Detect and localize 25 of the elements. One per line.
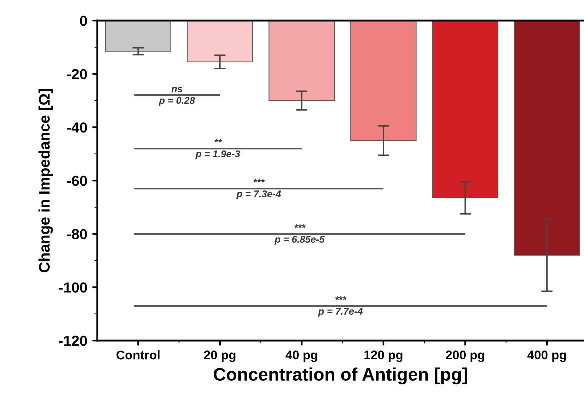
y-tick-label: -60: [67, 176, 88, 186]
annotation: **: [214, 139, 222, 143]
x-tick-label: 200 pg: [446, 350, 484, 362]
y-tick-label: -100: [59, 282, 88, 293]
x-tick-label: 120 pg: [364, 350, 403, 362]
y-tick-label: -20: [67, 69, 88, 80]
y-tick-label: -40: [67, 122, 88, 133]
y-axis-title: Change in Impedance [Ω]: [38, 89, 54, 272]
x-tick-label: 400 pg: [528, 350, 566, 362]
y-tick-label: 0: [80, 16, 88, 26]
annotation: ***: [254, 179, 266, 183]
annotation: p = 1.9e-3: [196, 150, 240, 160]
x-tick-label: 20 pg: [204, 350, 236, 362]
annotation: p = 7.7e-4: [318, 308, 363, 317]
annotation: p = 6.85e-5: [274, 236, 325, 245]
annotation: p = 7.3e-4: [236, 190, 282, 200]
y-tick-label: -120: [59, 336, 88, 346]
annotation: ***: [294, 224, 306, 228]
annotation: ns: [172, 87, 183, 92]
x-axis-title: Concentration of Antigen [pg]: [214, 368, 468, 385]
x-tick-label: 40 pg: [286, 350, 318, 362]
annotation: ***: [336, 296, 347, 300]
x-tick-label: Control: [116, 350, 160, 360]
annotation: p = 0.28: [159, 97, 196, 106]
y-tick-label: -80: [67, 229, 88, 240]
